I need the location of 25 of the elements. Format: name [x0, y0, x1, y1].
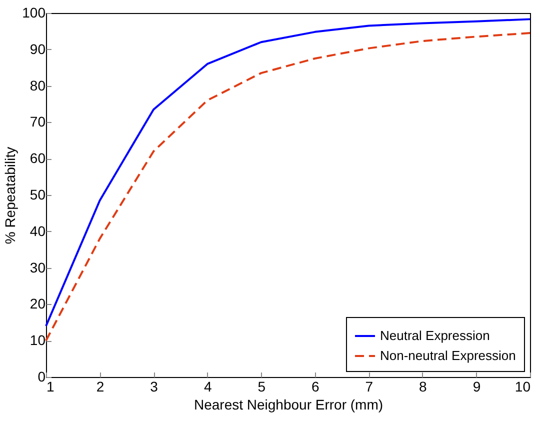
legend-label: Non-neutral Expression: [380, 348, 516, 363]
y-tick-label: 100: [22, 4, 46, 20]
y-tick-label: 40: [30, 222, 46, 239]
x-tick-label: 6: [311, 378, 320, 394]
x-tick-label: 2: [96, 378, 104, 394]
y-axis-title: % Repeatability: [2, 146, 18, 244]
y-tick-label: 90: [30, 40, 46, 57]
x-tick-label: 7: [365, 378, 374, 394]
y-tick-label: 0: [38, 368, 46, 384]
x-tick-label: 9: [472, 378, 481, 394]
x-tick-label: 8: [419, 378, 428, 394]
y-tick-label: 80: [30, 77, 46, 94]
y-tick-label: 10: [30, 332, 46, 348]
x-axis-title: Nearest Neighbour Error (mm): [194, 396, 384, 412]
legend-label: Neutral Expression: [380, 328, 490, 343]
x-tick-label: 5: [258, 378, 266, 394]
x-tick-label: 1: [46, 378, 54, 394]
y-tick-label: 60: [30, 150, 46, 166]
y-tick-label: 50: [30, 186, 46, 202]
y-tick-label: 20: [30, 296, 46, 312]
x-tick-label: 4: [204, 378, 212, 394]
y-tick-label: 30: [30, 259, 46, 276]
y-tick-label: 70: [30, 114, 46, 130]
x-tick-label: 3: [150, 378, 158, 394]
x-tick-label: 10: [514, 378, 531, 394]
